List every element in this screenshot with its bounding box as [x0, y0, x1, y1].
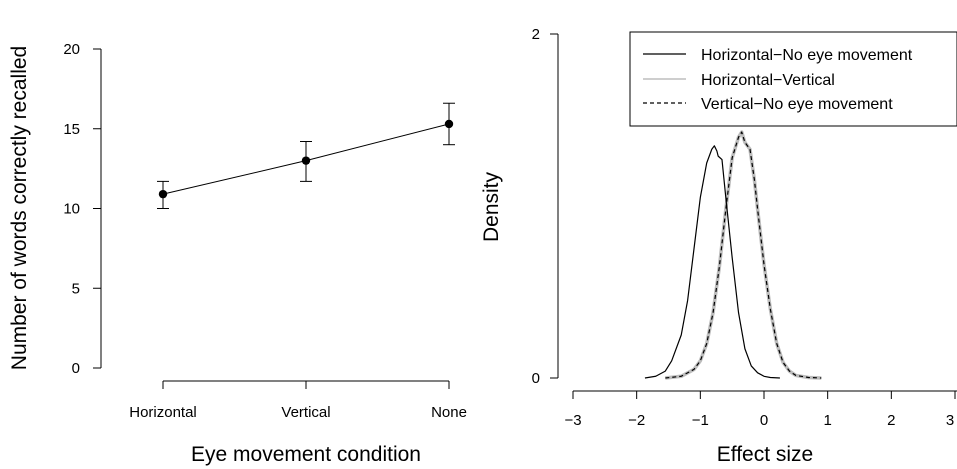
left-x-ticks: Horizontal Vertical None — [129, 381, 467, 421]
density-curve-2 — [665, 131, 822, 379]
right-chart: 02 −3 −2 −1 0 1 2 3 Horizontal−No eye movement… — [480, 26, 957, 466]
right-x-tick-label: 3 — [946, 412, 954, 429]
right-y-tick-label: 0 — [532, 370, 540, 387]
right-y-tick-label: 2 — [532, 26, 540, 43]
left-x-axis-title: Eye movement condition — [191, 443, 421, 466]
right-x-axis-title: Effect size — [717, 443, 814, 466]
right-y-ticks: 02 — [532, 26, 558, 387]
left-x-tick-label: Horizontal — [129, 404, 197, 421]
right-x-tick-label: −1 — [692, 412, 709, 429]
left-y-tick-label: 20 — [63, 41, 80, 58]
legend-label-0: Horizontal−No eye movement — [701, 47, 913, 64]
left-x-tick-label: Vertical — [281, 404, 330, 421]
data-point — [158, 189, 168, 199]
right-x-tick-label: 1 — [823, 412, 831, 429]
right-density-curves — [644, 130, 822, 380]
density-curve-0 — [644, 145, 780, 379]
left-y-ticks: 0 5 10 15 20 — [63, 41, 101, 377]
right-x-tick-label: 2 — [887, 412, 895, 429]
left-y-tick-label: 0 — [72, 360, 80, 377]
left-y-tick-label: 5 — [72, 280, 80, 297]
right-x-tick-label: 0 — [760, 412, 768, 429]
left-y-tick-label: 10 — [63, 201, 80, 218]
right-x-tick-label: −2 — [628, 412, 645, 429]
legend-label-2: Vertical−No eye movement — [701, 96, 893, 113]
right-y-axis-title: Density — [480, 171, 503, 242]
data-point — [444, 119, 454, 129]
left-y-axis-title: Number of words correctly recalled — [8, 46, 31, 370]
legend: Horizontal−No eye movement Horizontal−Ve… — [629, 31, 957, 127]
left-chart: 0 5 10 15 20 Horizontal Vertical None Eye move… — [8, 41, 467, 466]
right-x-ticks: −3 −2 −1 0 1 2 3 — [564, 391, 956, 429]
left-data-marks — [157, 102, 455, 209]
left-y-tick-label: 15 — [63, 121, 80, 138]
data-point — [301, 156, 311, 165]
right-x-tick-label: −3 — [564, 412, 581, 429]
legend-label-1: Horizontal−Vertical — [701, 72, 835, 89]
left-x-tick-label: None — [431, 404, 467, 421]
